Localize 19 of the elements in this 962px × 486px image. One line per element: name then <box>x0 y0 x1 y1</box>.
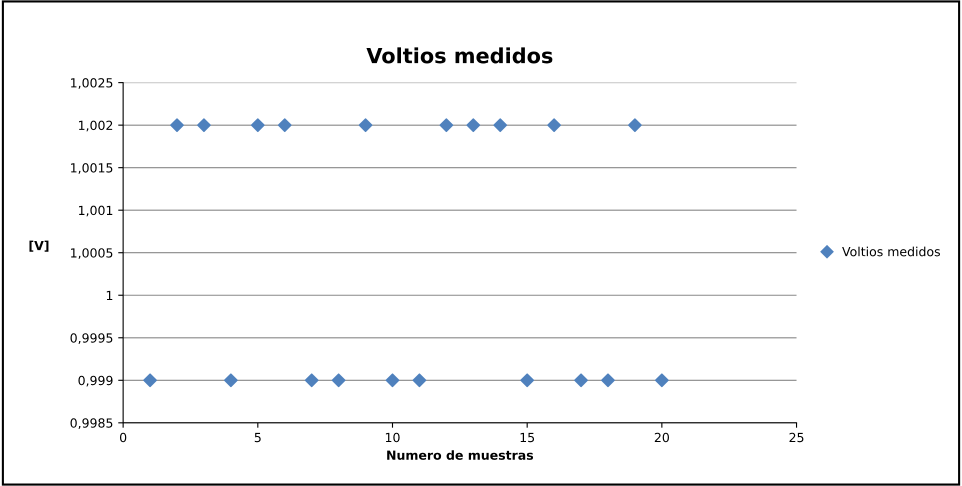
y-tick-label: 1,0015 <box>71 163 112 174</box>
y-tick-label: 0,9985 <box>70 418 112 430</box>
x-tick-label: 10 <box>386 432 400 442</box>
y-tick-label: 1,002 <box>79 120 112 132</box>
chart-title: Voltios medidos <box>366 47 552 64</box>
x-axis-title: Numero de muestras <box>387 450 534 460</box>
x-tick-label: 20 <box>654 432 669 442</box>
x-tick-label: 0 <box>120 432 126 442</box>
x-tick-label: 15 <box>520 432 534 442</box>
y-tick-label: 1 <box>106 290 112 300</box>
y-tick-label: 1,001 <box>79 206 112 216</box>
x-tick-label: 5 <box>254 432 261 442</box>
y-tick-label: 0,9995 <box>70 333 112 344</box>
y-tick-label: 1,0025 <box>71 78 112 89</box>
y-tick-label: 1,0005 <box>71 248 112 259</box>
legend-label: Voltios medidos <box>842 246 940 256</box>
y-tick-label: 0,999 <box>78 376 113 386</box>
y-axis-title: [V] <box>29 240 48 252</box>
x-tick-label: 25 <box>790 432 804 442</box>
